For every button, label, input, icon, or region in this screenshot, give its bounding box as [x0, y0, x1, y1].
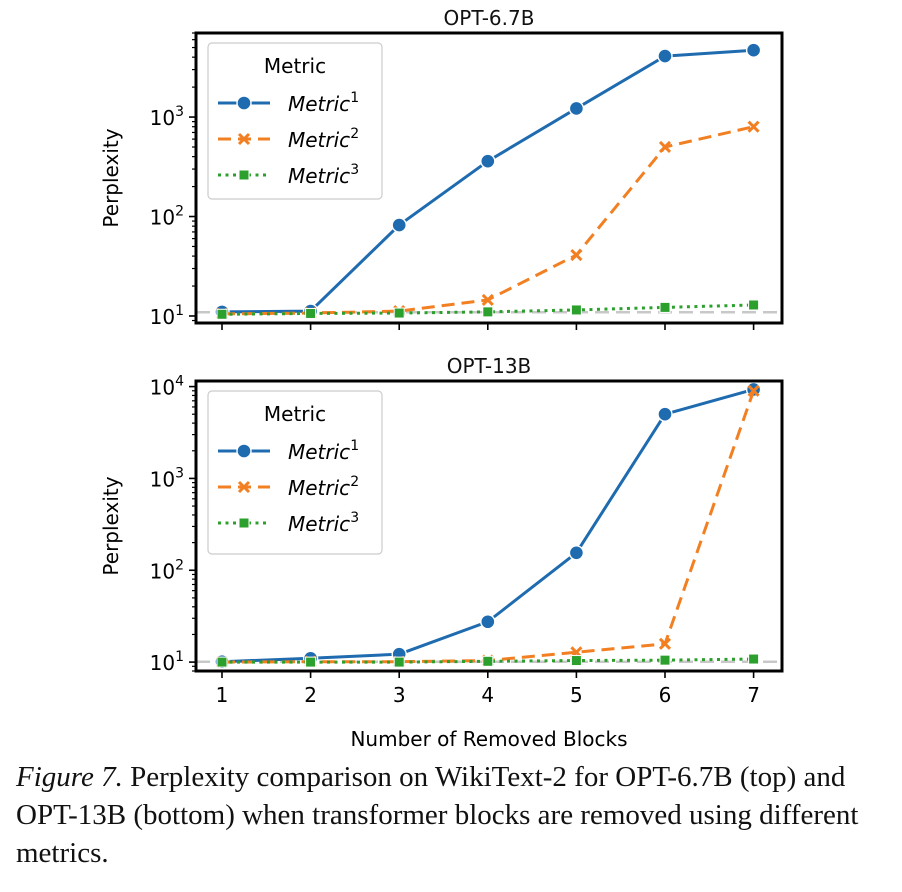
series-marker-metric-3 [570, 655, 582, 667]
series-marker-metric-3 [659, 654, 671, 666]
series-marker-metric-2 [747, 384, 760, 397]
y-tick-label: 102 [150, 204, 184, 230]
x-tick-label: 2 [304, 683, 317, 707]
series-marker-metric-1 [480, 614, 496, 630]
plot-frame [194, 379, 784, 673]
series-marker-metric-3 [216, 308, 228, 320]
legend-label-metric-2: Metric2 [288, 126, 359, 152]
legend-label-metric-1: Metric1 [288, 90, 359, 116]
series-marker-metric-2 [658, 637, 672, 650]
series-marker-metric-1 [568, 100, 585, 117]
series-marker-metric-2 [570, 248, 583, 262]
legend-label-metric-1: Metric1 [288, 438, 359, 464]
series-marker-metric-3 [216, 656, 228, 668]
x-tick-label: 1 [216, 683, 229, 707]
legend-marker-metric-3 [238, 169, 250, 181]
y-tick-label: 103 [150, 465, 184, 491]
chart-panel-1: OPT-6.7B 101 102 103 Perplexity Metric Metric1… [99, 6, 784, 330]
y-tick-label: 101 [150, 303, 184, 329]
series-marker-metric-1 [657, 48, 673, 64]
series-marker-metric-3 [393, 656, 405, 668]
series-marker-metric-3 [305, 307, 317, 319]
x-tick-label: 3 [393, 683, 406, 707]
caption-text: Perplexity comparison on WikiText-2 for … [16, 761, 859, 869]
legend-box [207, 42, 383, 200]
x-tick-label: 6 [659, 683, 672, 707]
series-marker-metric-3 [305, 656, 317, 668]
series-marker-metric-3 [748, 653, 760, 665]
series-marker-metric-3 [659, 301, 671, 313]
legend-marker-metric-2 [237, 480, 251, 494]
caption-label: Figure 7. [16, 761, 123, 793]
legend-marker-metric-2 [237, 132, 251, 146]
series-marker-metric-3 [748, 299, 760, 311]
chart-panel-2: OPT-13B 101 102 103 104 1 2 3 4 5 6 7 Number of Remo… [99, 354, 784, 751]
series-marker-metric-3 [482, 655, 494, 667]
x-tick-label: 5 [570, 683, 583, 707]
legend-marker-metric-1 [236, 95, 252, 111]
series-marker-metric-1 [391, 217, 407, 233]
legend-title: Metric [264, 54, 326, 78]
series-marker-metric-3 [393, 307, 405, 319]
y-tick-label: 104 [150, 374, 184, 400]
y-tick-label: 101 [150, 649, 184, 675]
x-axis-label: Number of Removed Blocks [350, 727, 627, 751]
legend-marker-metric-1 [236, 443, 252, 459]
series-marker-metric-1 [745, 42, 762, 58]
series-marker-metric-3 [482, 306, 494, 318]
x-tick-label: 4 [481, 683, 494, 707]
legend-marker-metric-3 [238, 517, 250, 529]
series-marker-metric-2 [481, 293, 494, 306]
series-marker-metric-1 [657, 406, 673, 422]
figure-caption: Figure 7. Perplexity comparison on WikiT… [16, 758, 886, 872]
legend-label-metric-2: Metric2 [288, 474, 359, 500]
plot-frame [194, 31, 784, 325]
figure-7-charts: OPT-6.7B101102103PerplexityMetricMetric1… [99, 6, 784, 751]
legend-label-metric-3: Metric3 [288, 162, 359, 188]
y-axis-label: Perplexity [99, 128, 123, 227]
chart-title: OPT-6.7B [444, 6, 535, 30]
series-marker-metric-2 [658, 140, 672, 154]
chart-title: OPT-13B [447, 354, 532, 378]
series-marker-metric-2 [747, 120, 760, 133]
series-marker-metric-3 [570, 304, 582, 316]
series-marker-metric-1 [568, 545, 585, 561]
y-tick-label: 102 [150, 557, 184, 583]
legend-title: Metric [264, 402, 326, 426]
y-tick-label: 103 [150, 104, 184, 130]
legend-label-metric-3: Metric3 [288, 510, 359, 536]
series-marker-metric-1 [480, 153, 496, 169]
legend-box [207, 390, 383, 555]
y-axis-label: Perplexity [99, 476, 123, 575]
x-tick-label: 7 [747, 683, 760, 707]
